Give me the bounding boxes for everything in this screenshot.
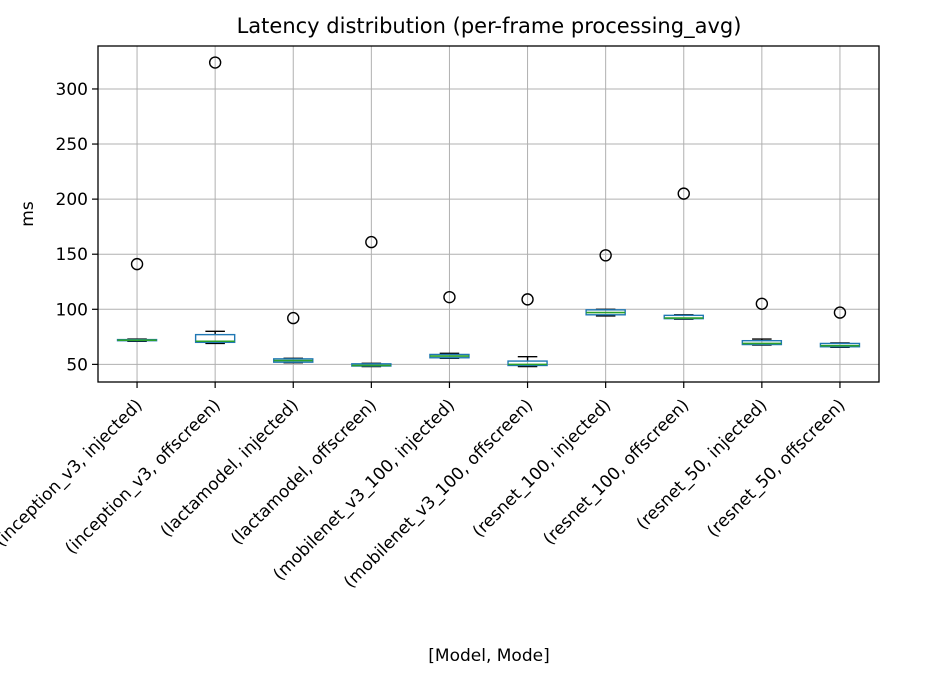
x-tick-label: (resnet_100, injected) [469,395,615,541]
grid [98,46,879,382]
box-group [585,249,626,317]
box-group [351,235,392,368]
x-tick-label: (resnet_50, offscreen) [703,395,849,541]
box-group [741,297,783,346]
box [194,333,236,344]
outlier-point [365,235,378,249]
box-group [116,257,158,342]
x-tick-label: (lactamodel, offscreen) [227,395,381,549]
box-group [507,293,548,368]
x-tick-label: (resnet_100, offscreen) [540,395,694,549]
x-axis-label: [Model, Mode] [428,646,549,666]
box-group [429,290,470,360]
y-tick-label: 300 [56,80,88,100]
outlier-point [287,311,300,325]
y-tick-label: 150 [56,245,88,265]
x-tick-label: (inception_v3, injected) [0,395,147,551]
x-tick-label: (lactamodel, injected) [157,395,303,541]
y-tick-label: 250 [56,135,88,155]
outlier-point [833,306,847,319]
outlier-point [755,297,769,310]
outlier-point [521,293,534,306]
y-tick-label: 200 [56,190,88,210]
outlier-point [599,249,612,262]
box-group [663,187,704,320]
x-tick-label: (inception_v3, offscreen) [62,395,225,558]
y-tick-label: 100 [56,300,88,320]
y-tick-label: 50 [66,355,88,375]
outlier-point [208,56,222,69]
x-tick-label: (resnet_50, injected) [633,395,772,534]
outlier-point [677,187,690,200]
box-group [819,306,861,348]
box [741,339,783,346]
box-group [194,56,236,345]
outlier-point [130,257,144,271]
box [507,360,548,367]
boxes [116,56,861,368]
outlier-point [443,290,456,304]
plot-frame [97,45,880,383]
y-axis-label: ms [18,201,38,227]
box-group [273,311,314,364]
axes: 50 100 150 200 250 300 (inception_v3, injected… [0,80,849,592]
chart-title: Latency distribution (per-frame processi… [237,14,742,39]
